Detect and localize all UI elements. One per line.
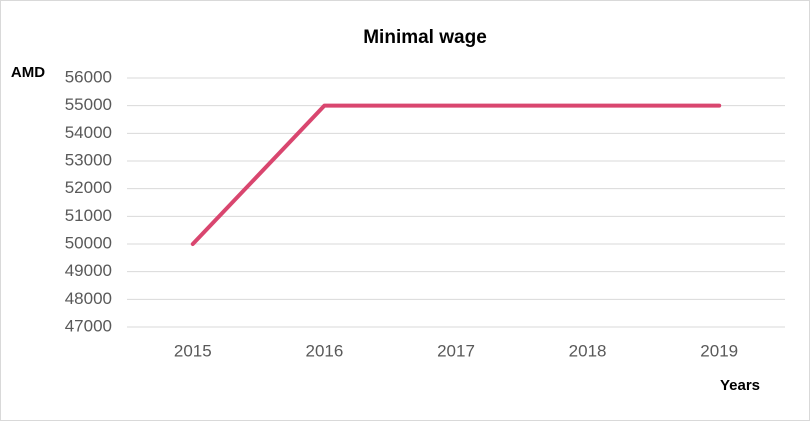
y-tick-label: 54000 [65,123,112,142]
x-tick-label: 2015 [174,341,212,360]
y-tick-label: 47000 [65,316,112,335]
y-tick-label: 53000 [65,150,112,169]
x-tick-label: 2017 [437,341,475,360]
y-tick-label: 50000 [65,233,112,252]
y-tick-label: 55000 [65,95,112,114]
x-tick-label: 2016 [305,341,343,360]
line-series [190,103,722,246]
x-tick-label: 2019 [700,341,738,360]
y-tick-label: 51000 [65,206,112,225]
y-tick-label: 52000 [65,178,112,197]
x-tick-label: 2018 [569,341,607,360]
chart-title: Minimal wage [363,27,487,48]
y-tick-label: 48000 [65,289,112,308]
x-axis-label: Years [720,377,760,394]
y-tick-label: 49000 [65,261,112,280]
y-tick-label: 56000 [65,67,112,86]
y-axis-label: AMD [11,64,45,81]
